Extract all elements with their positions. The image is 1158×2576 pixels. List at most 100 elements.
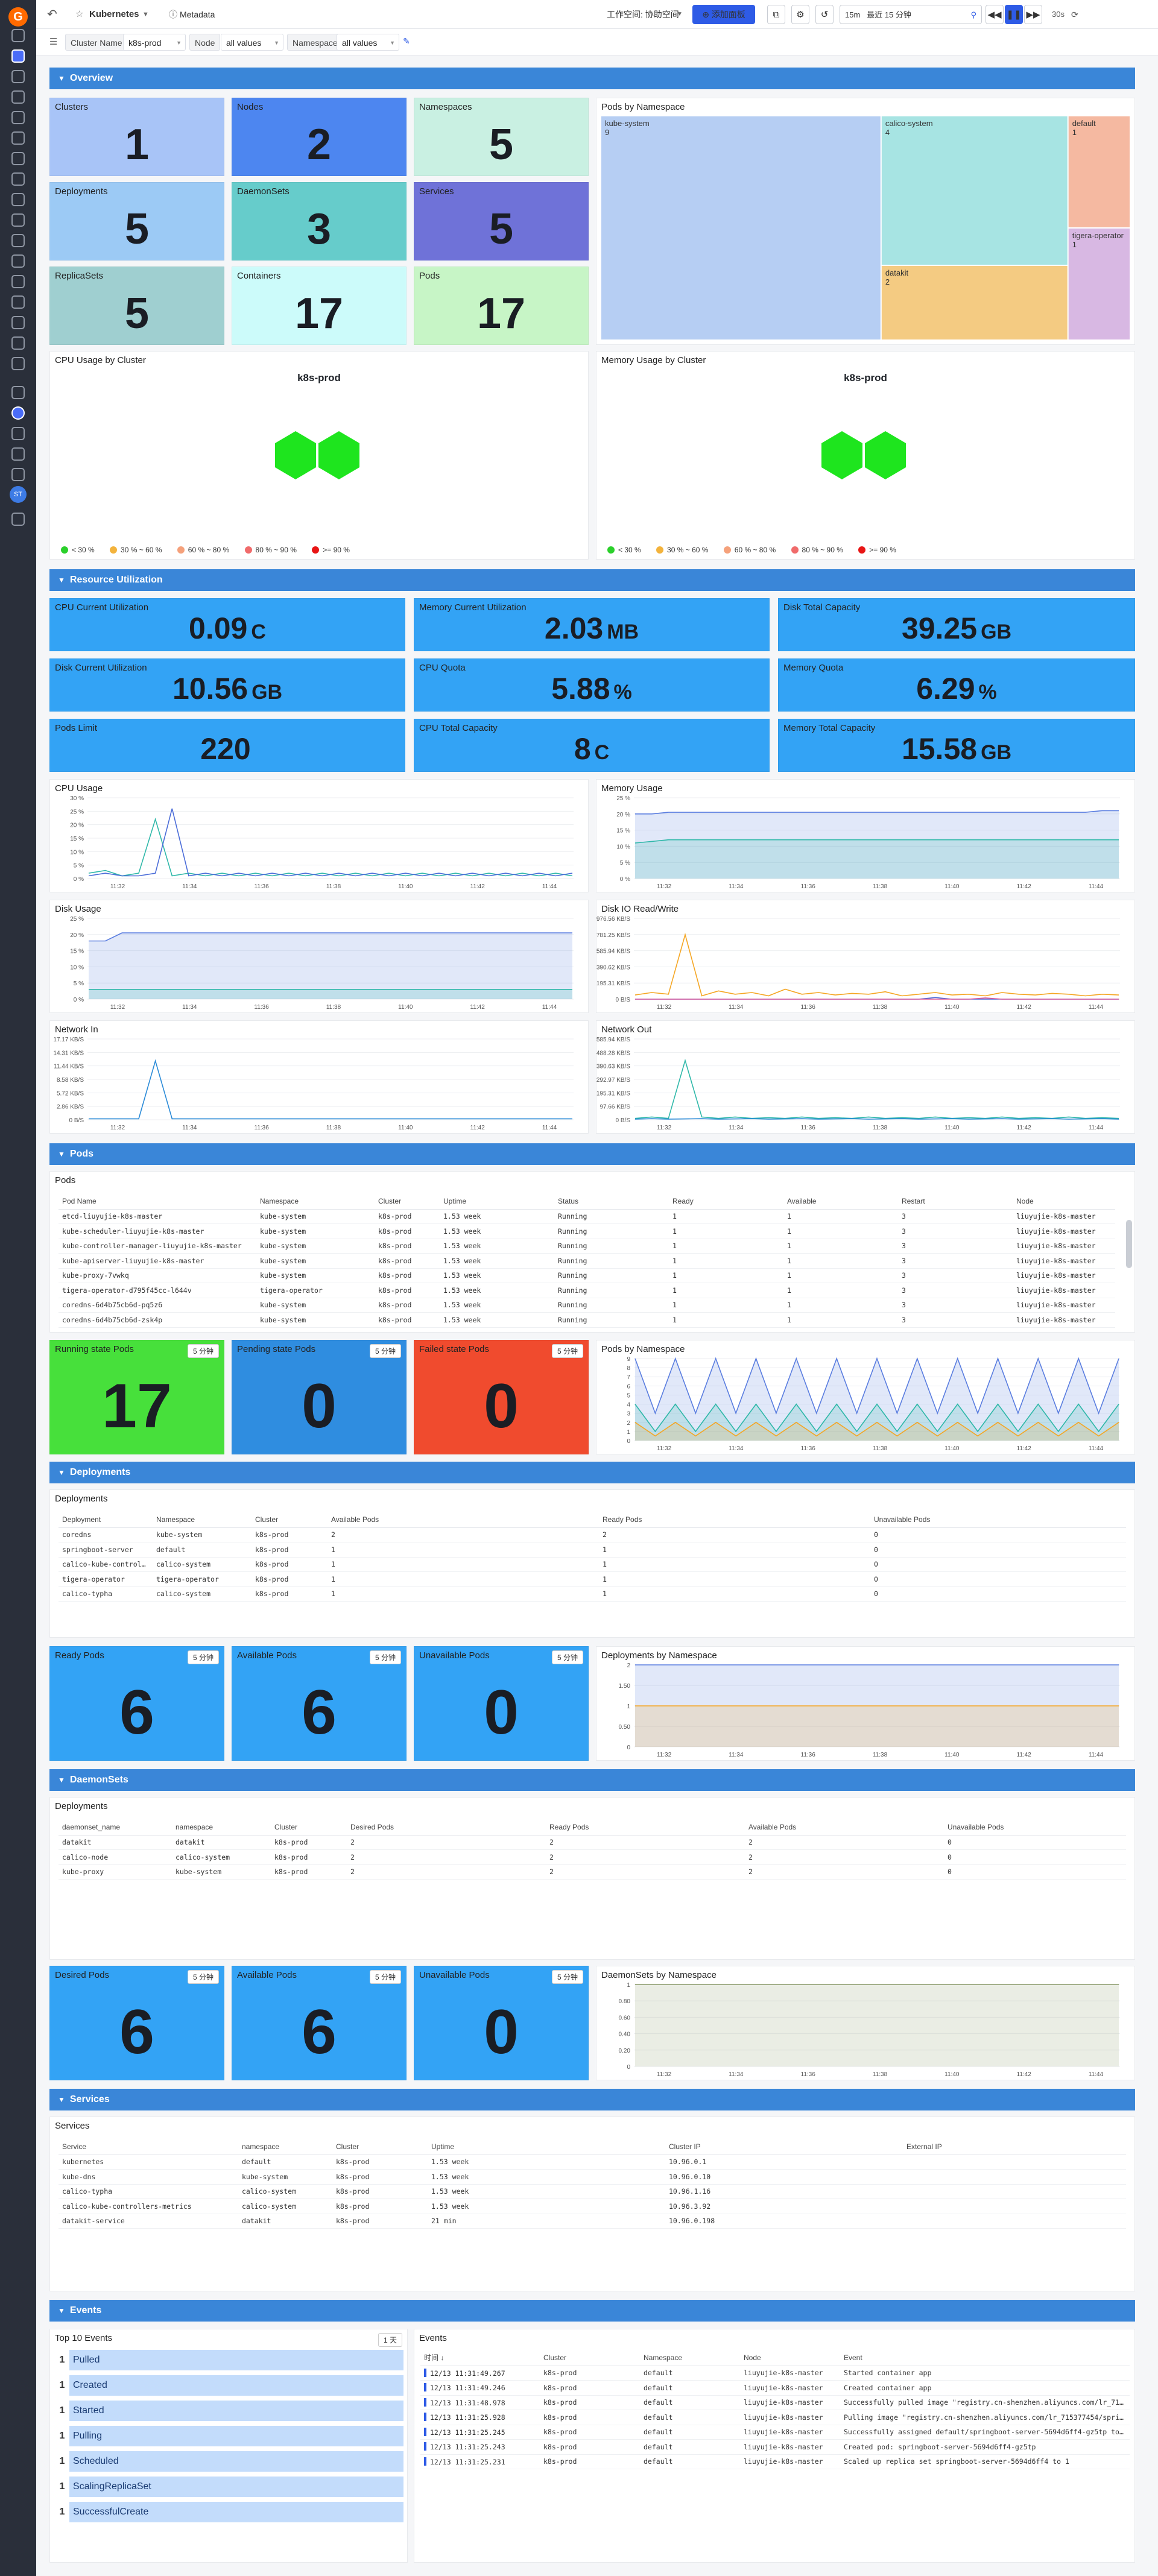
column-header[interactable]: Unavailable Pods xyxy=(870,1512,1126,1528)
settings-icon[interactable] xyxy=(11,468,25,481)
history-icon[interactable]: ↺ xyxy=(815,5,834,24)
section-events[interactable]: ▼ Events xyxy=(49,2300,1135,2322)
table-row[interactable]: etcd-liuyujie-k8s-master kube-system k8s-p… xyxy=(59,1209,1115,1224)
column-header[interactable]: Cluster xyxy=(252,1512,327,1528)
top-event-row[interactable]: 1 ScalingReplicaSet xyxy=(55,2477,403,2497)
table-row[interactable]: coredns kube-system k8s-prod 2 2 0 xyxy=(59,1527,1126,1542)
column-header[interactable]: Node xyxy=(740,2350,840,2366)
column-header[interactable]: Deployment xyxy=(59,1512,153,1528)
table-row[interactable]: springboot-server default k8s-prod 1 1 0 xyxy=(59,1542,1126,1558)
table-row[interactable]: 12/13 11:31:25.928 k8s-prod default liuyuji… xyxy=(420,2410,1130,2425)
rum-icon[interactable] xyxy=(11,172,25,186)
column-header[interactable]: Cluster xyxy=(271,1819,347,1836)
search-icon[interactable] xyxy=(11,29,25,42)
table-row[interactable]: datakit-service datakit k8s-prod 21 min 10.9… xyxy=(59,2214,1126,2229)
send-icon[interactable] xyxy=(11,447,25,461)
table-row[interactable]: kube-apiserver-liuyujie-k8s-master kube-s… xyxy=(59,1253,1115,1269)
rewind-icon[interactable]: ◀◀ xyxy=(986,5,1004,24)
column-header[interactable]: Uptime xyxy=(428,2139,665,2155)
top-event-row[interactable]: 1 Pulled xyxy=(55,2350,403,2370)
filter-node-select[interactable]: all values ▼ xyxy=(221,34,283,51)
apm-icon[interactable] xyxy=(11,152,25,165)
table-row[interactable]: calico-kube-controllers-metrics calico-sy… xyxy=(59,2199,1126,2214)
add-icon[interactable] xyxy=(11,386,25,399)
column-header[interactable]: Restart xyxy=(898,1193,1013,1210)
table-row[interactable]: calico-kube-controllers calico-system k8s-… xyxy=(59,1557,1126,1572)
column-header[interactable]: Namespace xyxy=(153,1512,252,1528)
top-event-row[interactable]: 1 Started xyxy=(55,2401,403,2421)
table-row[interactable]: kube-scheduler-liuyujie-k8s-master kube-s… xyxy=(59,1223,1115,1239)
section-deployments[interactable]: ▼ Deployments xyxy=(49,1462,1135,1483)
column-header[interactable]: Ready xyxy=(669,1193,783,1210)
logo-icon[interactable]: G xyxy=(8,7,28,27)
table-row[interactable]: 12/13 11:31:49.267 k8s-prod default liuyuji… xyxy=(420,2366,1130,2381)
gear-icon[interactable]: ⚙ xyxy=(791,5,809,24)
section-overview[interactable]: ▼ Overview xyxy=(49,68,1135,89)
docs-icon[interactable] xyxy=(11,357,25,370)
column-header[interactable]: Pod Name xyxy=(59,1193,256,1210)
column-header[interactable]: Unavailable Pods xyxy=(944,1819,1126,1836)
column-header[interactable]: Cluster IP xyxy=(665,2139,903,2155)
top-event-row[interactable]: 1 Scheduled xyxy=(55,2451,403,2472)
section-resource-utilization[interactable]: ▼ Resource Utilization xyxy=(49,569,1135,591)
column-header[interactable]: namespace xyxy=(238,2139,332,2155)
column-header[interactable]: namespace xyxy=(172,1819,271,1836)
table-row[interactable]: datakit datakit k8s-prod 2 2 2 0 xyxy=(59,1835,1126,1850)
table-row[interactable]: 12/13 11:31:25.231 k8s-prod default liuyuji… xyxy=(420,2454,1130,2469)
table-row[interactable]: kube-proxy-7vwkq kube-system k8s-prod 1.53 … xyxy=(59,1268,1115,1283)
filter-icon[interactable]: ☰ xyxy=(49,37,58,47)
chevron-down-icon[interactable]: ▼ xyxy=(677,11,683,17)
top-event-row[interactable]: 1 Pulling xyxy=(55,2426,403,2446)
table-row[interactable]: calico-typha calico-system k8s-prod 1.53 we… xyxy=(59,2184,1126,2199)
table-row[interactable]: calico-node calico-system k8s-prod 2 2 2 0 xyxy=(59,1849,1126,1865)
workspace-selector[interactable]: 工作空间: 协助空间 xyxy=(607,10,679,19)
explorer-icon[interactable] xyxy=(11,70,25,83)
column-header[interactable]: Uptime xyxy=(440,1193,554,1210)
table-row[interactable]: 12/13 11:31:25.245 k8s-prod default liuyuji… xyxy=(420,2425,1130,2440)
dashboard-title[interactable]: Kubernetes xyxy=(89,9,139,19)
table-row[interactable]: kube-controller-manager-liuyujie-k8s-mas… xyxy=(59,1239,1115,1254)
time-range-picker[interactable]: 15m 最近 15 分钟 ⚲ xyxy=(840,5,982,24)
top-event-row[interactable]: 1 Created xyxy=(55,2375,403,2396)
table-row[interactable]: 12/13 11:31:48.978 k8s-prod default liuyuji… xyxy=(420,2395,1130,2410)
column-header[interactable]: Event xyxy=(840,2350,1130,2366)
column-header[interactable]: Namespace xyxy=(640,2350,740,2366)
refresh-icon[interactable]: ⟳ xyxy=(1071,10,1078,19)
column-header[interactable]: daemonset_name xyxy=(59,1819,172,1836)
edit-icon[interactable]: ✎ xyxy=(403,36,410,46)
table-row[interactable]: kube-dns kube-system k8s-prod 1.53 week 10.9… xyxy=(59,2169,1126,2185)
table-row[interactable]: coredns-6d4b75cb6d-pq5z6 kube-system k8s-p… xyxy=(59,1298,1115,1313)
column-header[interactable]: Available Pods xyxy=(745,1819,944,1836)
table-row[interactable]: kubernetes default k8s-prod 1.53 week 10.96.… xyxy=(59,2155,1126,2170)
table-row[interactable]: coredns-6d4b75cb6d-zsk4p kube-system k8s-p… xyxy=(59,1312,1115,1328)
help-icon[interactable] xyxy=(11,406,25,420)
infrastructure-icon[interactable] xyxy=(11,90,25,104)
column-header[interactable]: Status xyxy=(554,1193,669,1210)
star-icon[interactable]: ☆ xyxy=(75,9,84,19)
filter-namespace-select[interactable]: all values ▼ xyxy=(337,34,399,51)
security-icon[interactable] xyxy=(11,213,25,227)
column-header[interactable]: Ready Pods xyxy=(599,1512,870,1528)
column-header[interactable]: Node xyxy=(1013,1193,1115,1210)
section-pods[interactable]: ▼ Pods xyxy=(49,1143,1135,1165)
dashboard-icon[interactable] xyxy=(11,49,25,63)
column-header[interactable]: 时间 ↓ xyxy=(420,2350,540,2366)
billing-icon[interactable] xyxy=(11,336,25,350)
column-header[interactable]: Available Pods xyxy=(327,1512,599,1528)
column-header[interactable]: External IP xyxy=(903,2139,1126,2155)
cloud-test-icon[interactable] xyxy=(11,193,25,206)
filter-cluster-select[interactable]: k8s-prod ▼ xyxy=(123,34,186,51)
pipeline-icon[interactable] xyxy=(11,316,25,329)
ci-icon[interactable] xyxy=(11,234,25,247)
avatar[interactable]: ST xyxy=(10,486,27,503)
save-icon[interactable]: ⧉ xyxy=(767,5,785,24)
forward-icon[interactable]: ▶▶ xyxy=(1024,5,1042,24)
table-row[interactable]: calico-typha calico-system k8s-prod 1 1 0 xyxy=(59,1586,1126,1602)
top-event-row[interactable]: 1 SuccessfulCreate xyxy=(55,2502,403,2522)
column-header[interactable]: Ready Pods xyxy=(546,1819,745,1836)
slo-icon[interactable] xyxy=(11,275,25,288)
